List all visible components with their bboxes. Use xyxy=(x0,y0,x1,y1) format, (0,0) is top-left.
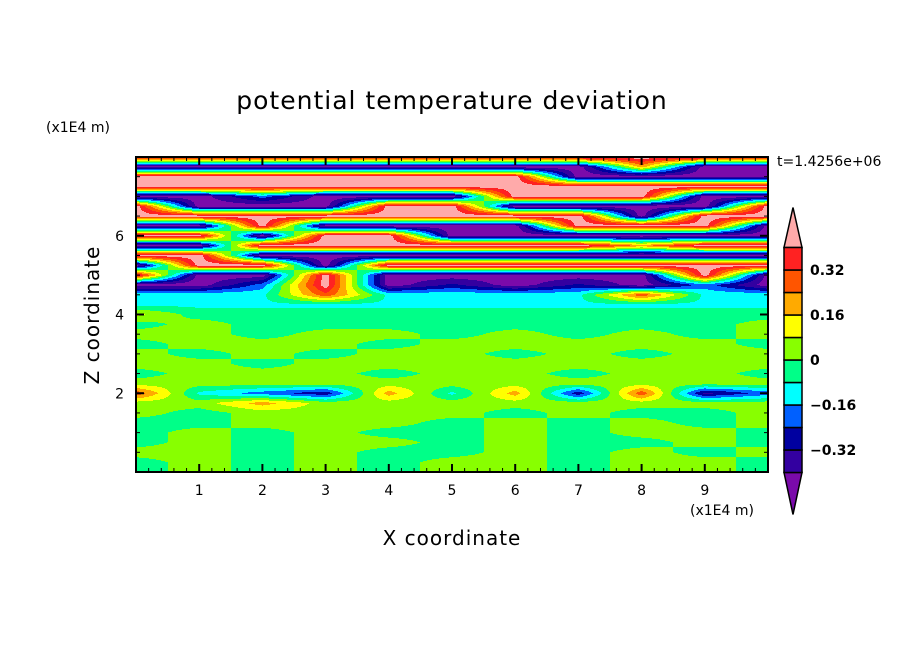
x-tick-label: 8 xyxy=(637,483,646,499)
colorbar-box xyxy=(783,246,803,271)
z-axis-unit: (x1E4 m) xyxy=(46,120,110,136)
time-label: t=1.4256e+06 xyxy=(777,154,882,170)
x-tick-label: 9 xyxy=(700,483,709,499)
colorbar-box xyxy=(783,404,803,429)
colorbar-box xyxy=(783,336,803,361)
x-axis-label: X coordinate xyxy=(382,526,522,550)
colorbar-tick-label: −0.32 xyxy=(810,443,856,459)
z-axis-label: Z coordinate xyxy=(80,245,104,385)
colorbar-box xyxy=(783,449,803,474)
colorbar-tick-label: 0.16 xyxy=(810,308,845,324)
colorbar-box xyxy=(783,314,803,339)
x-tick-label: 1 xyxy=(195,483,204,499)
colorbar-tick-label: −0.16 xyxy=(810,398,856,414)
x-tick-label: 3 xyxy=(321,483,330,499)
colorbar-tick-label: 0 xyxy=(810,353,820,369)
colorbar-tick-label: 0.32 xyxy=(810,263,845,279)
x-tick-label: 7 xyxy=(574,483,583,499)
x-tick-label: 4 xyxy=(384,483,393,499)
x-tick-label: 2 xyxy=(258,483,267,499)
colorbar-box xyxy=(783,269,803,294)
colorbar-box xyxy=(783,381,803,406)
x-axis-unit: (x1E4 m) xyxy=(690,503,754,519)
colorbar-lower-extend xyxy=(783,471,803,515)
colorbar-box xyxy=(783,291,803,316)
colorbar-upper-extend xyxy=(783,207,803,249)
z-tick-label: 4 xyxy=(115,308,124,324)
plot-frame xyxy=(135,156,769,473)
z-tick-label: 2 xyxy=(115,386,124,402)
colorbar-box xyxy=(783,359,803,384)
chart-title: potential temperature deviation xyxy=(236,86,668,115)
colorbar-box xyxy=(783,426,803,451)
z-tick-label: 6 xyxy=(115,229,124,245)
x-tick-label: 5 xyxy=(448,483,457,499)
contour-field xyxy=(136,157,768,472)
x-tick-label: 6 xyxy=(511,483,520,499)
